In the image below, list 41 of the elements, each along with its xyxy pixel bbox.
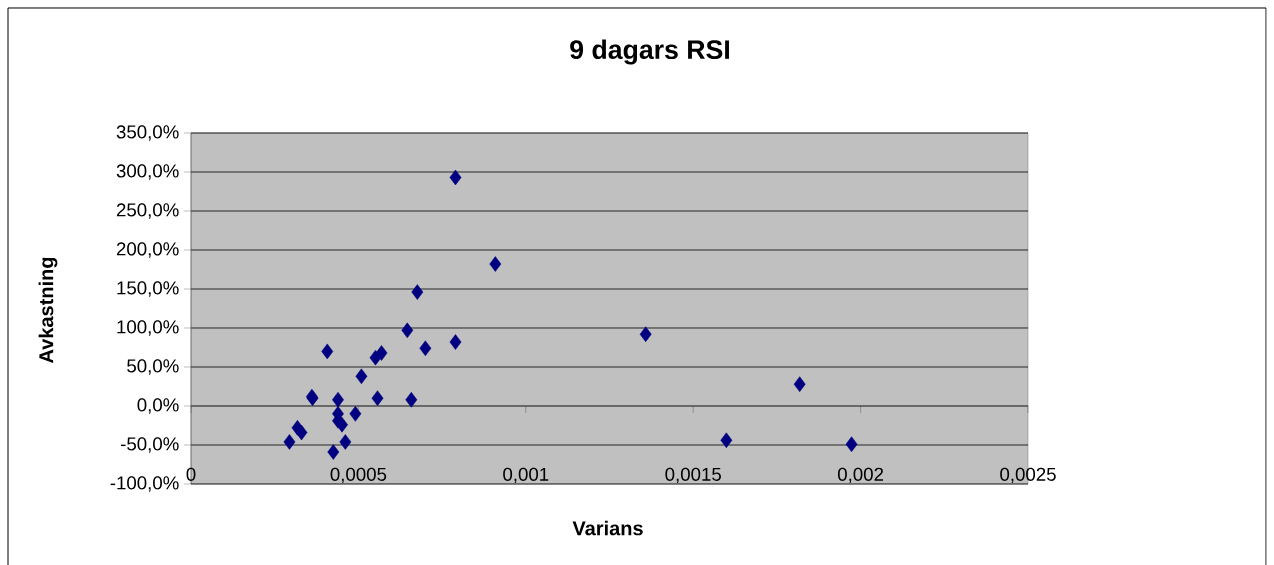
point — [419, 340, 432, 357]
point — [411, 284, 424, 300]
point — [405, 391, 418, 408]
x-tick-label: 0 — [186, 467, 196, 481]
x-tick-label: 0,0025 — [1000, 467, 1056, 484]
y-tick-label: 200,0% — [116, 242, 179, 258]
point — [295, 424, 308, 441]
point — [355, 368, 368, 385]
point — [371, 390, 384, 406]
point — [327, 444, 340, 460]
x-tick-label: 0,001 — [503, 467, 549, 484]
point — [793, 376, 806, 392]
point — [349, 406, 362, 422]
point — [449, 334, 462, 350]
x-tick-label: 0,0015 — [665, 467, 721, 484]
x-tick-label: 0,002 — [837, 467, 884, 484]
x-tick-label: 0,0005 — [330, 467, 387, 484]
y-tick-label: 0,0% — [137, 398, 179, 414]
y-tick-label: -100,0% — [110, 476, 179, 492]
y-tick-label: 100,0% — [117, 320, 179, 336]
point — [401, 322, 414, 339]
y-tick-label: 350,0% — [116, 125, 179, 141]
x-axis-title: Varians — [572, 520, 643, 536]
y-tick-label: 50,0% — [127, 359, 179, 375]
chart-title: 9 dagars RSI — [570, 39, 729, 65]
y-tick-label: 250,0% — [116, 203, 179, 219]
y-tick-label: -50,0% — [121, 437, 179, 453]
point — [321, 343, 334, 360]
point — [336, 416, 348, 433]
point — [845, 436, 858, 452]
y-axis-title: Avkastning — [38, 257, 58, 364]
point — [283, 434, 296, 450]
point — [369, 349, 382, 366]
point — [332, 391, 344, 408]
point — [449, 169, 462, 186]
point — [639, 326, 652, 343]
point — [339, 434, 352, 450]
point — [720, 432, 733, 449]
y-tick-label: 150,0% — [117, 281, 179, 297]
y-tick-label: 300,0% — [116, 164, 179, 180]
point — [489, 256, 502, 272]
